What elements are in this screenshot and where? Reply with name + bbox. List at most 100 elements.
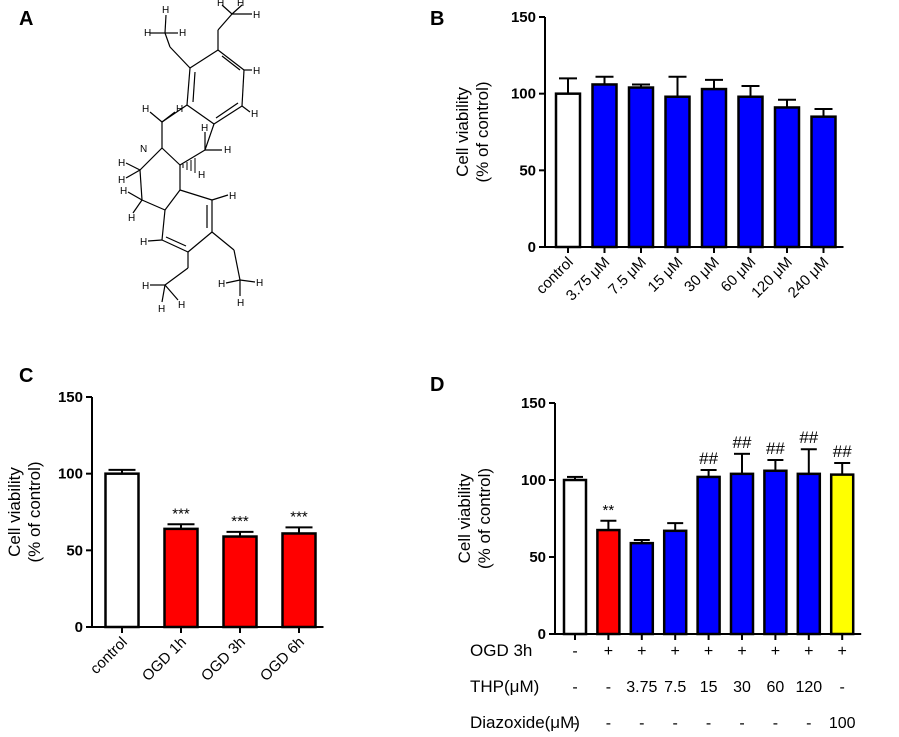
bar-b-1	[554, 92, 582, 249]
bar-d-5	[696, 475, 721, 636]
bar-d-9	[829, 473, 855, 636]
atom-label-hydrogen: H	[224, 145, 231, 156]
condition-value: -	[606, 679, 611, 696]
chart-c-group: 0 50 100 150 Cell viability (% of control) con…	[5, 389, 324, 685]
y-tick-label: 50	[519, 162, 536, 179]
y-axis-label: Cell viability	[453, 87, 472, 177]
y-axis-label: Cell viability	[5, 467, 24, 557]
y-tick-label: 150	[511, 9, 536, 26]
atom-label-hydrogen: H	[158, 304, 165, 315]
atom-label-hydrogen: H	[237, 0, 244, 9]
atom-label-hydrogen: H	[237, 298, 244, 309]
bar-b-6	[737, 95, 764, 249]
bar-d-8	[796, 472, 822, 636]
condition-value: 7.5	[664, 679, 686, 696]
atom-label-hydrogen: H	[179, 28, 186, 39]
bar-b-4	[664, 95, 691, 249]
condition-value: 120	[795, 679, 822, 696]
significance-label: ##	[833, 442, 852, 461]
y-tick-label: 150	[58, 389, 83, 406]
condition-value: -	[606, 715, 611, 732]
condition-value: +	[704, 643, 713, 660]
significance-label: ##	[799, 428, 818, 447]
x-tick-label: OGD 1h	[139, 634, 190, 685]
atom-label-hydrogen: H	[201, 123, 208, 134]
condition-value: -	[806, 715, 811, 732]
atom-label-nitrogen: N	[140, 144, 147, 155]
atom-label-hydrogen: H	[253, 66, 260, 77]
panel-letter-a: A	[19, 8, 34, 30]
bar-b-3	[627, 86, 655, 249]
atom-label-hydrogen: H	[140, 237, 147, 248]
significance-label: **	[603, 502, 615, 519]
condition-value: -	[639, 715, 644, 732]
condition-value: -	[739, 715, 744, 732]
condition-value: +	[637, 643, 646, 660]
molecule-bonds	[125, 4, 256, 303]
bar-d-6	[729, 472, 755, 636]
condition-value: +	[838, 643, 847, 660]
significance-label: ##	[699, 449, 718, 468]
y-tick-label: 0	[75, 619, 83, 636]
bar-d-4	[662, 529, 688, 636]
x-tick-label: OGD 3h	[198, 634, 249, 685]
significance-label: ***	[231, 513, 249, 530]
atom-label-hydrogen: H	[253, 10, 260, 21]
bar-c-1	[104, 472, 140, 629]
y-tick-label: 100	[511, 86, 536, 103]
condition-value: 60	[767, 679, 785, 696]
significance-label: ***	[290, 508, 308, 525]
condition-value: -	[572, 643, 577, 660]
bar-c-4	[281, 532, 317, 629]
x-tick-label: control	[87, 634, 131, 678]
condition-value: -	[572, 715, 577, 732]
y-tick-label: 50	[66, 542, 83, 559]
bar-d-3	[629, 541, 655, 636]
atom-label-hydrogen: H	[229, 191, 236, 202]
condition-value: +	[737, 643, 746, 660]
panel-letter-d: D	[430, 374, 445, 396]
atom-label-hydrogen: H	[118, 158, 125, 169]
y-tick-label: 100	[58, 466, 83, 483]
bar-b-2	[591, 83, 618, 249]
bar-b-5	[700, 87, 728, 249]
y-axis-label: (% of control)	[473, 81, 492, 182]
condition-value: -	[572, 679, 577, 696]
atom-label-hydrogen: H	[217, 0, 224, 9]
bar-b-8	[810, 115, 837, 249]
condition-value: 15	[700, 679, 718, 696]
atom-label-hydrogen: H	[120, 186, 127, 197]
y-axis-label: Cell viability	[455, 473, 474, 563]
atom-label-hydrogen: H	[176, 104, 183, 115]
bar-c-2	[163, 527, 199, 629]
y-axis-label: (% of control)	[475, 468, 494, 569]
condition-value: 3.75	[626, 679, 657, 696]
bar-c-3	[222, 535, 258, 629]
stereo-hash-bond	[182, 158, 196, 173]
significance-label: ***	[172, 505, 190, 522]
x-tick-label: 15 μM	[645, 254, 687, 296]
x-tick-label: OGD 6h	[257, 634, 308, 685]
chart-d-group: 0 50 100 150 Cell viability (% of control) ** #…	[455, 395, 862, 732]
panel-letter-c: C	[19, 365, 34, 387]
y-tick-label: 150	[521, 395, 546, 412]
atom-label-hydrogen: H	[178, 300, 185, 311]
y-tick-label: 0	[538, 626, 546, 643]
atom-label-hydrogen: H	[218, 279, 225, 290]
condition-row-label: OGD 3h	[470, 641, 532, 660]
condition-value: 100	[829, 715, 856, 732]
bar-d-1	[562, 478, 588, 636]
y-tick-label: 100	[521, 472, 546, 489]
atom-label-hydrogen: H	[142, 104, 149, 115]
significance-label: ##	[733, 433, 752, 452]
bar-b-7	[773, 106, 801, 249]
condition-row-label: Diazoxide(μM)	[470, 713, 580, 732]
x-tick-label: 7.5 μM	[605, 254, 650, 299]
atom-label-hydrogen: H	[142, 281, 149, 292]
bar-d-2	[596, 528, 621, 636]
y-tick-label: 50	[529, 549, 546, 566]
bar-d-7	[763, 469, 788, 636]
condition-value: +	[804, 643, 813, 660]
